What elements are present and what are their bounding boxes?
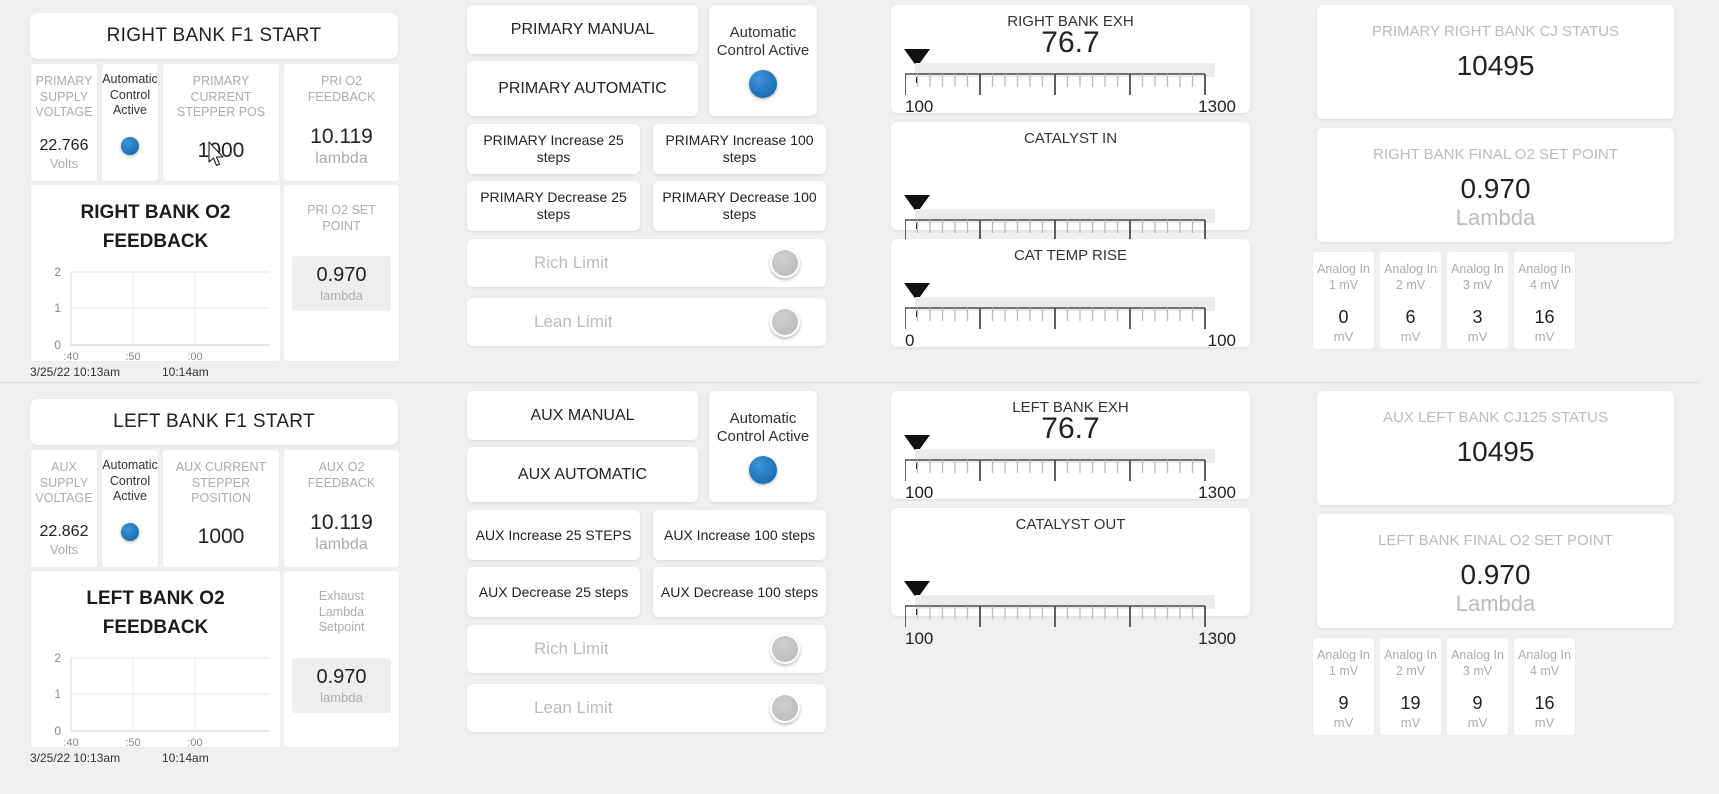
svg-text:2: 2 — [54, 653, 61, 665]
svg-text:0: 0 — [54, 724, 61, 738]
svg-text:2: 2 — [54, 267, 61, 279]
svg-text:1: 1 — [54, 687, 61, 701]
svg-text::00: :00 — [187, 737, 202, 748]
svg-text::50: :50 — [125, 351, 140, 362]
svg-text::00: :00 — [187, 351, 202, 362]
svg-text:0: 0 — [54, 338, 61, 352]
svg-text::40: :40 — [63, 351, 78, 362]
svg-text::50: :50 — [125, 737, 140, 748]
svg-text::40: :40 — [63, 737, 78, 748]
svg-text:1: 1 — [54, 301, 61, 315]
